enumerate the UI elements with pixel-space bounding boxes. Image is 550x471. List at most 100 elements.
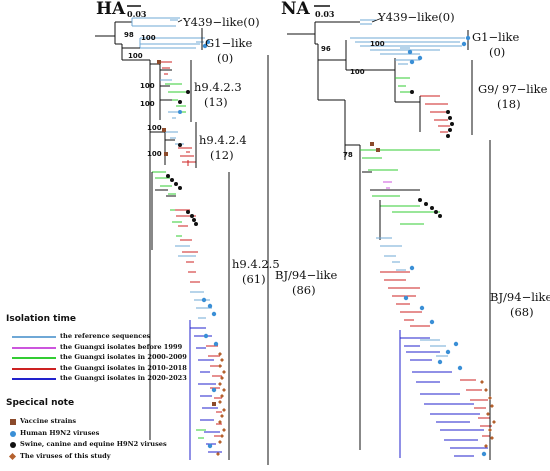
ha-h9425-count: (61) (242, 272, 266, 286)
na-g1-name: G1−like (472, 30, 520, 44)
ha-y439-branches (131, 17, 180, 27)
ha-g1-branches (139, 37, 205, 49)
na-g1-count: (0) (489, 45, 506, 59)
na-bootstrap: 100 (370, 40, 385, 48)
animal-virus-marker (446, 134, 450, 138)
ha-tip-symbols (157, 39, 226, 456)
ha-h9423-red (160, 61, 172, 75)
ha-h9425-black (151, 172, 176, 250)
na-g1-branches (350, 37, 465, 61)
animal-virus-marker (186, 210, 190, 214)
square-marker-icon (10, 419, 16, 425)
human-virus-marker (202, 43, 208, 49)
legend-color-swatch (12, 367, 56, 370)
legend-isolation-label: the Guangxi isolates in 2020-2023 (60, 374, 187, 382)
human-virus-marker (205, 39, 211, 45)
ha-h9424-name: h9.4.2.4 (199, 133, 247, 147)
human-virus-marker (453, 341, 459, 347)
na-bj94-count: (68) (510, 305, 534, 319)
legend-isolation-label: the reference sequences (60, 332, 151, 340)
ha-y439-pointer (177, 19, 183, 23)
animal-virus-marker (194, 222, 198, 226)
animal-virus-marker (186, 90, 190, 94)
human-virus-marker (457, 365, 463, 371)
ha-y439-label: Y439−like(0) (183, 15, 260, 29)
legend-color-swatch (12, 346, 56, 349)
animal-virus-marker (192, 218, 196, 222)
ha-h9424-blue (165, 131, 184, 145)
ha-bootstrap: 98 (124, 31, 134, 39)
na-tip-symbols (370, 35, 496, 457)
human-virus-marker (403, 295, 409, 301)
legend-color-swatch (12, 336, 56, 338)
legend-note-label: Swine, canine and equine H9N2 viruses (20, 440, 167, 448)
vaccine-strain-marker (212, 402, 216, 406)
special-note-title: Specical note (6, 398, 75, 408)
legend-color-swatch (12, 357, 56, 359)
na-g997-red (420, 95, 450, 133)
human-virus-marker (481, 451, 487, 457)
vaccine-strain-marker (370, 142, 374, 146)
human-virus-marker (211, 311, 217, 317)
na-bootstrap: 100 (350, 68, 365, 76)
ha-bootstrap: 100 (141, 34, 156, 42)
na-bj94-light (376, 237, 406, 271)
animal-virus-marker (174, 182, 178, 186)
na-tree (287, 19, 492, 458)
ha-tree (95, 17, 222, 460)
ha-h9424-red (178, 147, 196, 166)
na-bootstrap: 78 (343, 151, 353, 159)
animal-virus-marker (448, 128, 452, 132)
legend-isolation-label: the Guangxi isolates before 1999 (60, 342, 183, 351)
animal-virus-marker (418, 198, 422, 202)
ha-bj94-name: BJ/94−like (275, 268, 338, 282)
ha-bootstrap: 100 (147, 124, 162, 132)
na-bj94-red2 (460, 379, 492, 437)
na-y439-label: Y439−like(0) (378, 10, 455, 24)
human-virus-marker (409, 59, 415, 65)
animal-virus-marker (170, 178, 174, 182)
human-virus-marker (437, 359, 443, 365)
ha-g1-name: G1−like (205, 36, 253, 50)
na-bj94-black (359, 160, 420, 300)
na-y439-branches (360, 19, 376, 25)
na-g997-count: (18) (497, 97, 521, 111)
na-bj94-name: BJ/94−like (490, 290, 550, 304)
human-virus-marker (201, 297, 207, 303)
na-panel-title: NA (281, 0, 310, 19)
ha-scale-label: 0.03 (127, 9, 147, 19)
animal-virus-marker (424, 202, 428, 206)
na-bj94-blue (399, 330, 488, 458)
ha-h9425-blue (189, 320, 222, 460)
human-virus-marker (213, 341, 219, 347)
ha-h9425-name: h9.4.2.5 (232, 257, 280, 271)
human-virus-marker (407, 49, 413, 55)
animal-virus-marker (434, 210, 438, 214)
human-virus-marker (465, 35, 471, 41)
human-virus-marker (211, 387, 217, 393)
study-virus-markers (480, 380, 496, 448)
human-virus-marker (461, 41, 467, 47)
vaccine-strain-marker (376, 148, 380, 152)
legend-note-label: Human H9N2 viruses (20, 428, 100, 437)
ha-h9424-branches (150, 131, 175, 165)
na-scale-label: 0.03 (315, 9, 335, 19)
na-root-branch (287, 21, 360, 60)
ha-h9425-red2 (206, 345, 222, 437)
animal-virus-marker (178, 186, 182, 190)
ha-h9425-red (175, 209, 200, 283)
ha-h9424-count: (12) (210, 148, 234, 162)
animal-virus-marker (190, 214, 194, 218)
human-virus-marker (429, 319, 435, 325)
legend-note-label: The viruses of this study (20, 451, 111, 460)
human-virus-marker (207, 303, 213, 309)
legend-isolation-label: the Guangxi isolates in 2010-2018 (60, 363, 187, 372)
ha-panel-title: HA (96, 0, 126, 19)
legend-note-label: Vaccine strains (20, 417, 77, 425)
legend-color-swatch (12, 378, 56, 380)
ha-h9423-branches (150, 63, 176, 120)
na-mid-backbone (317, 40, 396, 450)
circle-marker-icon (10, 430, 16, 437)
human-virus-marker (178, 110, 182, 114)
